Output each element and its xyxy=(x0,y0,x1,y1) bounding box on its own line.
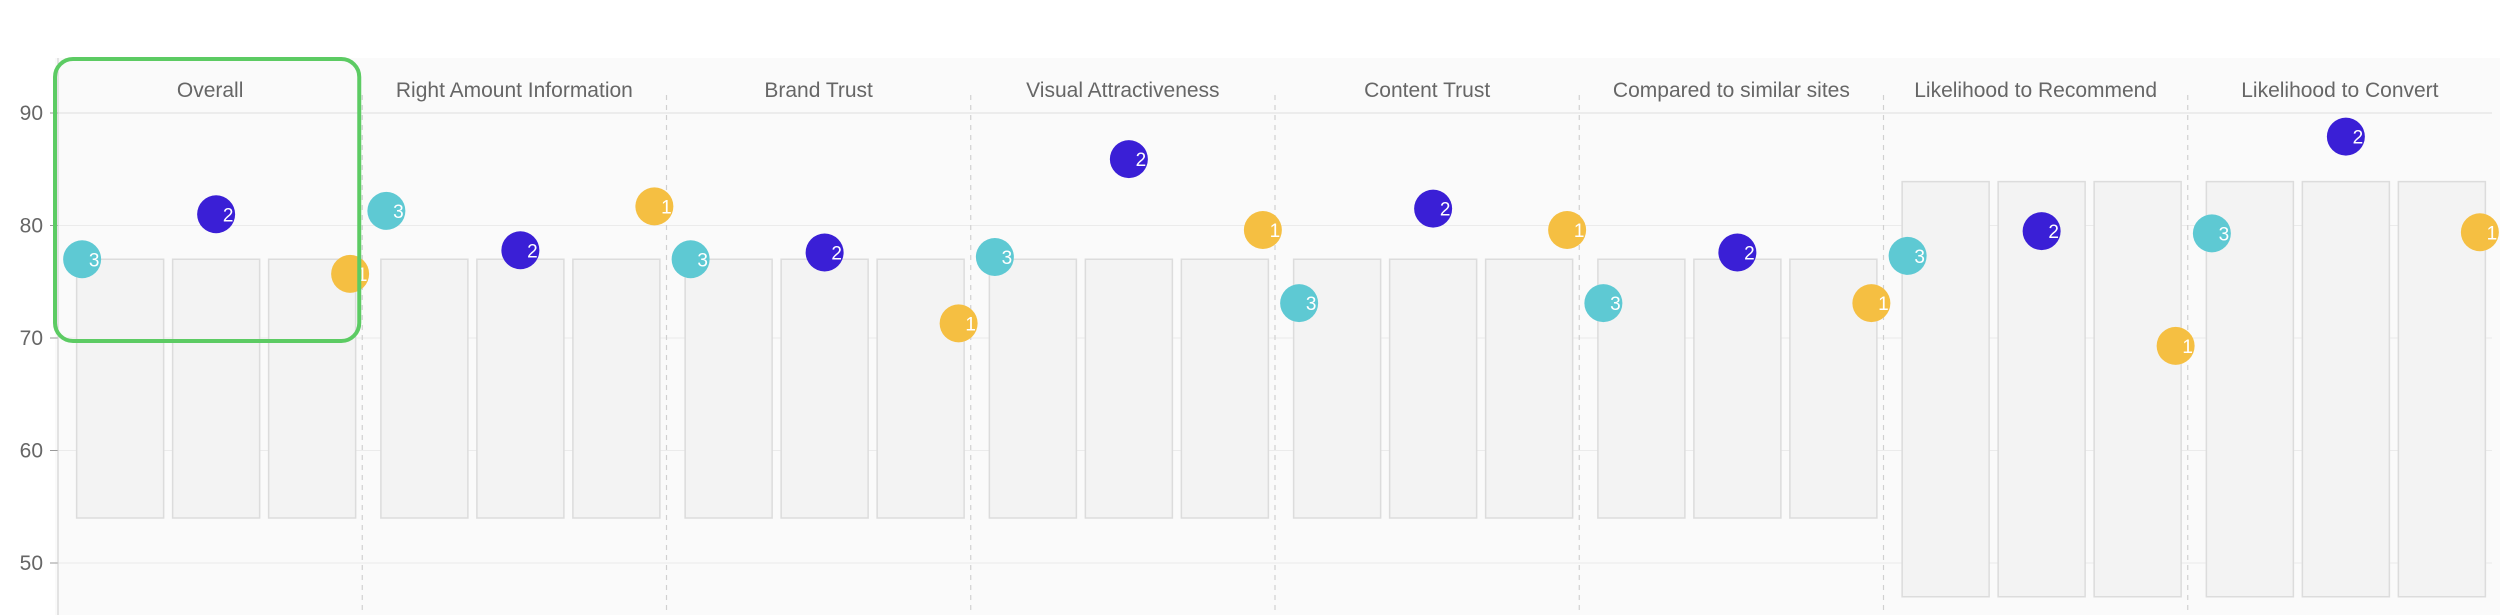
data-point xyxy=(1414,189,1453,228)
panel-title: Overall xyxy=(177,79,244,102)
point-label: 2 xyxy=(2353,128,2364,149)
data-point xyxy=(671,240,710,279)
point-label: 1 xyxy=(1878,294,1889,315)
point-label: 3 xyxy=(89,250,100,271)
range-bar xyxy=(171,258,261,519)
data-point xyxy=(197,195,236,234)
point-label: 1 xyxy=(2182,337,2193,358)
range-bar xyxy=(1997,180,2086,598)
range-bar xyxy=(2093,180,2182,598)
point-label: 3 xyxy=(1002,248,1013,269)
data-points: 3 2 1 3 2 1 3 2 1 3 2 1 3 2 1 3 2 1 3 2 1 3 2 1 xyxy=(63,117,2499,365)
data-point xyxy=(2022,212,2061,251)
point-label: 2 xyxy=(831,244,842,265)
range-bar xyxy=(684,258,773,519)
range-bars xyxy=(75,180,2487,598)
point-label: 2 xyxy=(1136,150,1147,171)
point-label: 3 xyxy=(393,202,404,223)
data-point xyxy=(367,191,406,230)
range-bar xyxy=(1693,258,1782,519)
point-label: 2 xyxy=(2048,222,2059,243)
data-point xyxy=(1280,284,1319,323)
range-bar xyxy=(1084,258,1174,519)
panel-title: Right Amount Information xyxy=(396,79,633,102)
point-label: 3 xyxy=(1610,294,1621,315)
data-point xyxy=(1109,140,1148,179)
point-label: 2 xyxy=(223,205,234,226)
y-tick-label-70: 70 xyxy=(20,327,43,350)
data-point xyxy=(1852,284,1891,323)
range-bar xyxy=(380,258,469,519)
data-point xyxy=(1888,236,1927,275)
range-bar xyxy=(476,258,565,519)
range-bar xyxy=(2397,180,2487,598)
highlight-frame xyxy=(53,57,362,343)
point-label: 3 xyxy=(1306,294,1317,315)
point-label: 1 xyxy=(965,314,976,335)
data-point xyxy=(2156,326,2195,365)
range-bar xyxy=(75,258,165,519)
data-point xyxy=(501,231,540,270)
data-point xyxy=(635,187,674,226)
panel-title: Compared to similar sites xyxy=(1613,79,1850,102)
point-label: 1 xyxy=(1574,221,1585,242)
data-point xyxy=(805,233,844,272)
point-label: 1 xyxy=(661,197,672,218)
data-point xyxy=(1548,211,1587,249)
range-bar xyxy=(267,258,357,519)
data-point xyxy=(63,240,102,279)
data-point xyxy=(2192,214,2231,253)
range-bar xyxy=(572,258,661,519)
point-label: 3 xyxy=(2219,224,2230,245)
y-tick-label-80: 80 xyxy=(20,215,43,238)
panel-title: Visual Attractiveness xyxy=(1026,79,1219,102)
point-label: 1 xyxy=(2487,223,2498,244)
y-tick-label-60: 60 xyxy=(20,440,43,463)
point-label: 2 xyxy=(527,241,538,262)
range-bar xyxy=(876,258,965,519)
y-tick-label-90: 90 xyxy=(20,102,43,125)
range-bar xyxy=(1484,258,1574,519)
y-tick-label-50: 50 xyxy=(20,552,43,575)
data-point xyxy=(1243,211,1282,249)
range-bar xyxy=(988,258,1078,519)
point-label: 1 xyxy=(357,265,368,286)
data-point xyxy=(1718,233,1757,272)
range-bar xyxy=(1180,258,1270,519)
point-label: 2 xyxy=(1744,244,1755,265)
point-label: 2 xyxy=(1440,200,1451,221)
panel-title: Brand Trust xyxy=(764,79,873,102)
point-label: 1 xyxy=(1270,221,1281,242)
data-point xyxy=(939,304,978,343)
data-point xyxy=(975,238,1014,276)
highlight-box xyxy=(53,57,362,343)
range-bar xyxy=(2205,180,2295,598)
data-point xyxy=(2460,213,2499,252)
point-label: 3 xyxy=(1914,247,1925,268)
range-bar xyxy=(2301,180,2391,598)
panel-title: Likelihood to Recommend xyxy=(1914,79,2157,102)
range-bar xyxy=(1388,258,1478,519)
panel-title: Likelihood to Convert xyxy=(2241,79,2438,102)
point-label: 3 xyxy=(697,250,708,271)
panel-titles: Overall Right Amount Information Brand Tru… xyxy=(177,79,2439,102)
range-bar xyxy=(780,258,869,519)
y-axis: 50 60 70 80 90 xyxy=(20,58,59,615)
panel-title: Content Trust xyxy=(1364,79,1490,102)
data-point xyxy=(1584,284,1623,323)
data-point xyxy=(2326,117,2365,156)
